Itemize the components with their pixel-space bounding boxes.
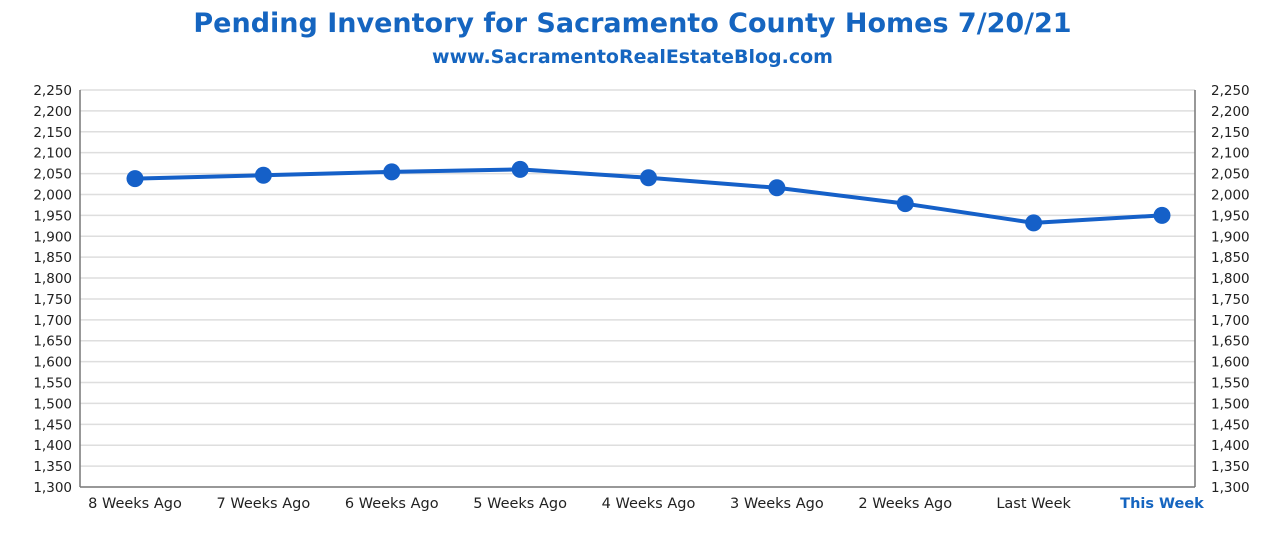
y-tick-label-right: 1,550: [1211, 376, 1250, 392]
y-tick-label-left: 1,700: [33, 313, 72, 329]
y-tick-label-left: 1,450: [33, 417, 72, 433]
x-tick-label: 6 Weeks Ago: [345, 496, 439, 512]
x-tick-label: Last Week: [996, 496, 1071, 512]
y-tick-label-left: 2,000: [33, 187, 72, 203]
y-tick-label-left: 2,050: [33, 167, 72, 183]
y-tick-label-left: 2,150: [33, 125, 72, 141]
y-axis-left-ticks: 1,300 1,350 1,400 1,450 1,500 1,550 1,600 1,650…: [33, 83, 72, 496]
data-point: [126, 170, 144, 188]
data-point: [640, 169, 657, 187]
y-tick-label-left: 2,200: [33, 104, 72, 120]
y-tick-label-right: 1,700: [1211, 313, 1250, 329]
data-point: [768, 179, 786, 197]
y-tick-label-left: 1,550: [33, 376, 72, 392]
y-tick-label-right: 1,400: [1211, 438, 1250, 454]
y-tick-label-left: 1,500: [33, 396, 72, 412]
y-tick-label-right: 2,150: [1211, 125, 1250, 141]
y-tick-label-right: 1,450: [1211, 417, 1250, 433]
x-tick-label: 5 Weeks Ago: [473, 496, 567, 512]
data-point: [1025, 214, 1043, 232]
y-tick-label-right: 1,850: [1211, 250, 1250, 266]
y-tick-label-right: 1,900: [1211, 229, 1250, 245]
y-tick-label-right: 2,100: [1211, 146, 1250, 162]
x-tick-label: 8 Weeks Ago: [88, 496, 182, 512]
x-tick-label: 7 Weeks Ago: [217, 496, 311, 512]
data-point: [254, 166, 272, 184]
y-tick-label-left: 2,250: [33, 83, 72, 99]
y-tick-label-right: 2,000: [1211, 187, 1250, 203]
gridlines: [80, 89, 1195, 467]
y-tick-label-right: 1,950: [1211, 208, 1250, 224]
data-point: [1153, 206, 1171, 224]
y-tick-label-left: 1,350: [33, 459, 72, 475]
y-tick-label-right: 1,750: [1211, 292, 1250, 308]
y-tick-label-right: 2,250: [1211, 83, 1250, 99]
data-point: [511, 160, 529, 178]
x-tick-label: 3 Weeks Ago: [730, 496, 824, 512]
y-tick-label-right: 1,500: [1211, 396, 1250, 412]
x-tick-label: 2 Weeks Ago: [858, 496, 952, 512]
x-axis-ticks: 8 Weeks Ago 7 Weeks Ago 6 Weeks Ago 5 Weeks…: [88, 496, 1204, 512]
y-tick-label-right: 1,650: [1211, 334, 1250, 350]
y-axis-right-ticks: 1,300 1,350 1,400 1,450 1,500 1,550 1,600 1,650…: [1211, 83, 1250, 496]
data-point: [383, 163, 401, 181]
y-tick-label-left: 1,900: [33, 229, 72, 245]
series-layer: [126, 160, 1171, 232]
y-tick-label-right: 1,350: [1211, 459, 1250, 475]
y-tick-label-left: 1,850: [33, 250, 72, 266]
axes: [79, 90, 1196, 488]
x-tick-label: This Week: [1120, 496, 1204, 512]
x-tick-label: 4 Weeks Ago: [602, 496, 696, 512]
y-tick-label-left: 1,650: [33, 334, 72, 350]
y-tick-label-left: 1,300: [33, 480, 72, 496]
y-tick-label-left: 1,600: [33, 355, 72, 371]
chart-title: Pending Inventory for Sacramento County …: [193, 8, 1072, 39]
chart-subtitle: www.SacramentoRealEstateBlog.com: [432, 46, 833, 68]
y-tick-label-left: 1,750: [33, 292, 72, 308]
y-tick-label-right: 1,800: [1211, 271, 1250, 287]
y-tick-label-left: 2,100: [33, 146, 72, 162]
y-tick-label-left: 1,800: [33, 271, 72, 287]
y-tick-label-right: 1,300: [1211, 480, 1250, 496]
y-tick-label-left: 1,950: [33, 208, 72, 224]
y-tick-label-right: 2,050: [1211, 167, 1250, 183]
y-tick-label-right: 1,600: [1211, 355, 1250, 371]
y-tick-label-right: 2,200: [1211, 104, 1250, 120]
data-point: [896, 195, 914, 213]
y-tick-label-left: 1,400: [33, 438, 72, 454]
